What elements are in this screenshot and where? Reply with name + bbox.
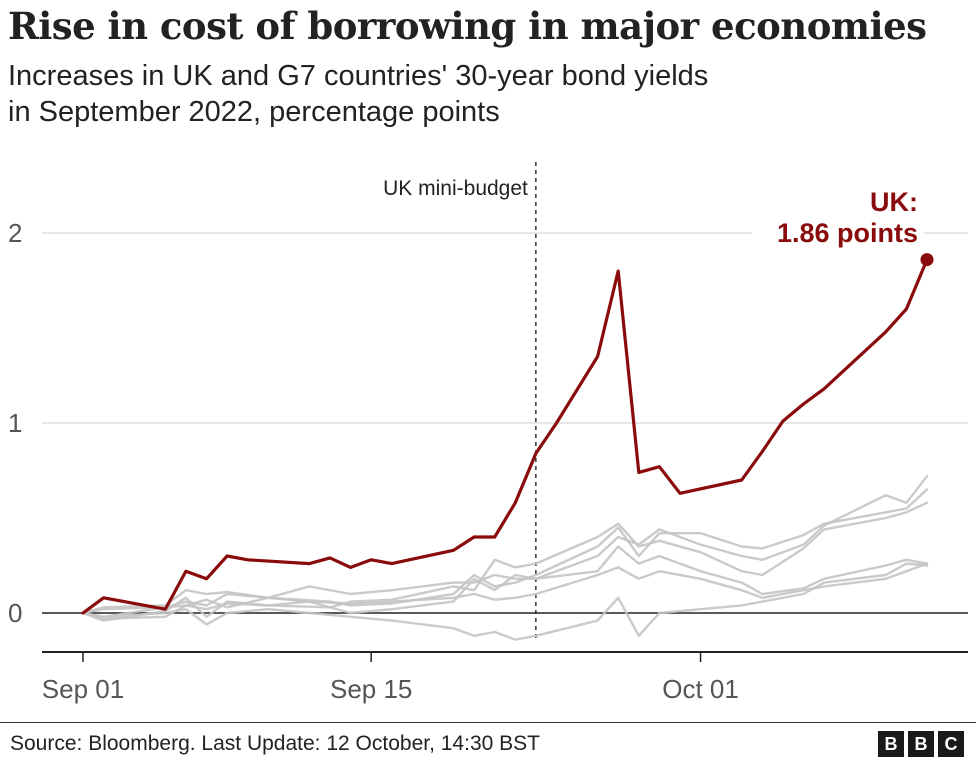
source-note: Source: Bloomberg. Last Update: 12 Octob… [10,732,540,755]
subtitle-line-1: Increases in UK and G7 countries' 30-yea… [8,60,709,92]
g7-line-5 [81,562,929,641]
uk-callout: UK:1.86 points [752,182,924,248]
x-tick-label: Sep 15 [330,674,412,704]
g7-line-6 [81,562,929,620]
chart-subtitle: Increases in UK and G7 countries' 30-yea… [8,58,908,130]
footer-divider [0,722,976,723]
y-tick-label: 1 [8,408,22,438]
y-tick-label: 0 [8,598,22,628]
g7-series-lines [81,475,929,641]
x-axis: Sep 01 Sep 15 Oct 01 [42,651,968,704]
mini-budget-marker: UK mini-budget [383,162,537,640]
chart-title: Rise in cost of borrowing in major econo… [8,4,927,48]
y-axis-ticks: 0 1 2 [8,218,22,628]
event-label: UK mini-budget [383,177,528,200]
uk-series-line [81,253,934,615]
g7-line-4 [81,475,929,615]
gridlines [42,232,968,614]
g7-line-3 [81,545,929,618]
logo-letter-c: C [938,731,964,757]
uk-endpoint-marker [920,253,934,267]
uk-callout-line-1: UK: [870,187,918,217]
bbc-logo: B B C [878,731,964,757]
subtitle-line-2: in September 2022, percentage points [8,96,500,128]
callout-background [752,182,924,248]
uk-line [81,258,929,615]
x-tick-label: Oct 01 [662,674,739,704]
bond-yield-chart: 0 1 2 UK mini-budget Sep 01 Sep 15 Oct 01 UK… [8,162,968,704]
y-tick-label: 2 [8,218,22,248]
logo-letter-b2: B [908,731,934,757]
g7-line-2 [81,501,929,622]
uk-callout-line-2: 1.86 points [777,218,918,248]
x-tick-label: Sep 01 [42,674,124,704]
logo-letter-b1: B [878,731,904,757]
